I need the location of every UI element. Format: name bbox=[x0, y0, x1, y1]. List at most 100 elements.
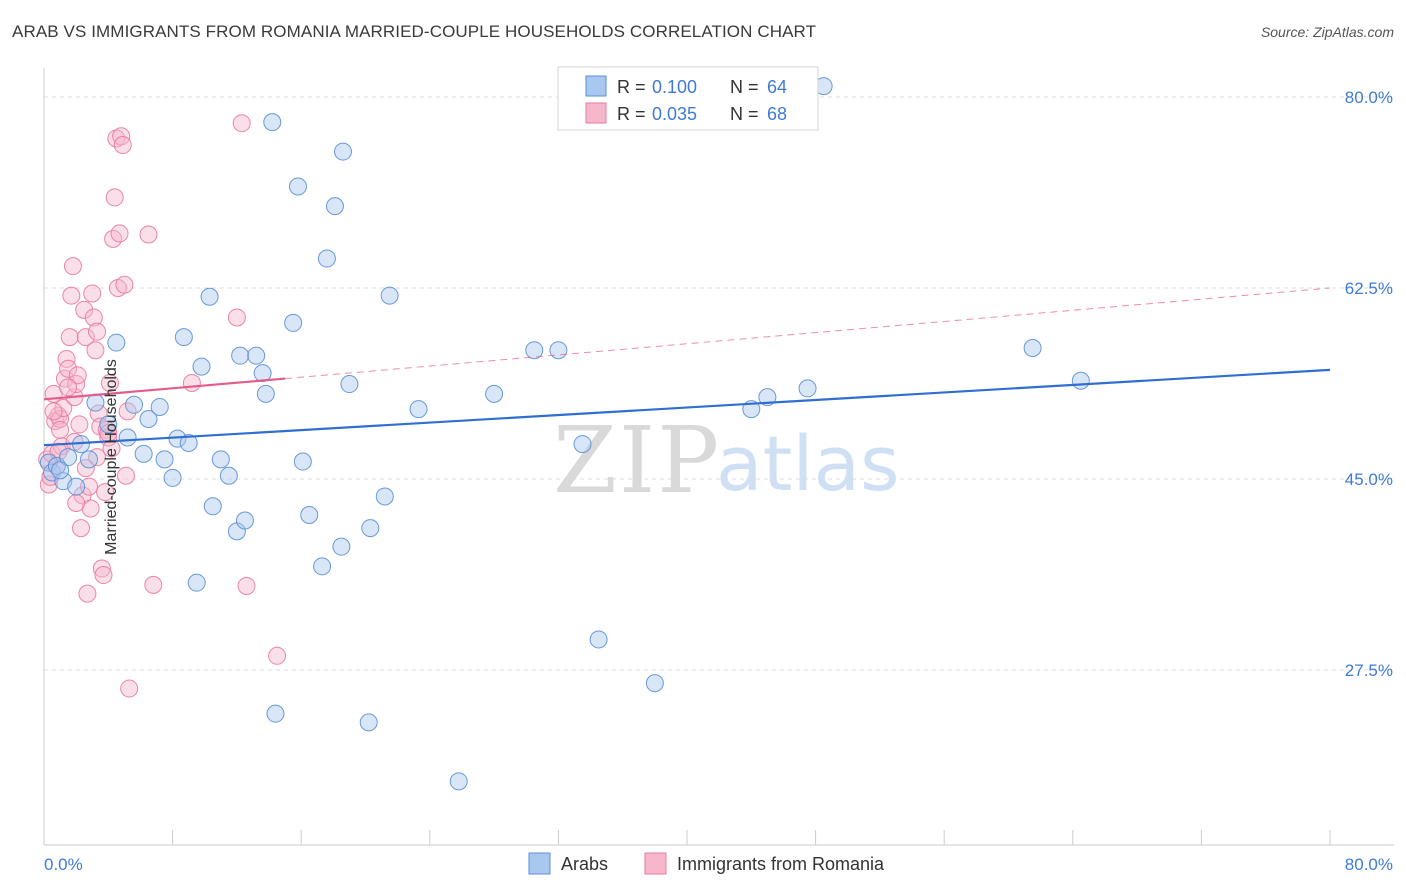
point-romania bbox=[62, 286, 81, 305]
point-romania bbox=[86, 341, 105, 360]
watermark-atlas: atlas bbox=[716, 419, 900, 508]
point-romania bbox=[268, 646, 287, 665]
legend-n-value-romania: 68 bbox=[767, 104, 787, 124]
point-arab bbox=[256, 384, 275, 403]
y-axis-label: Married-couple Households bbox=[102, 359, 120, 555]
y-tick-label: 80.0% bbox=[1345, 88, 1393, 107]
point-romania bbox=[51, 409, 70, 428]
watermark-zip: ZIP bbox=[553, 407, 721, 514]
legend-swatch-arabs bbox=[585, 75, 607, 97]
point-romania bbox=[76, 328, 95, 347]
point-romania bbox=[102, 439, 121, 458]
point-romania bbox=[84, 308, 103, 327]
point-romania bbox=[51, 420, 70, 439]
point-arab bbox=[231, 346, 250, 365]
point-arab bbox=[573, 435, 592, 454]
point-arab bbox=[134, 444, 153, 463]
y-tick-label: 62.5% bbox=[1345, 279, 1393, 298]
legend-n-label-romania: N = bbox=[730, 104, 759, 124]
bottom-legend-romania: Immigrants from Romania bbox=[677, 854, 885, 874]
point-arab bbox=[758, 388, 777, 407]
legend-r-value-arabs: 0.100 bbox=[652, 77, 697, 97]
x-tick-label-right: 80.0% bbox=[1345, 855, 1393, 874]
trend-lines bbox=[43, 287, 1331, 447]
point-arab bbox=[359, 713, 378, 732]
point-arab bbox=[253, 364, 272, 383]
y-tick-label: 27.5% bbox=[1345, 661, 1393, 680]
point-arab bbox=[99, 415, 118, 434]
trend-line-arabs bbox=[43, 368, 1331, 447]
legend-n-value-arabs: 64 bbox=[767, 77, 787, 97]
stats-legend: R = 0.100 N = 64 R = 0.035 N = 68 bbox=[557, 66, 819, 131]
point-romania bbox=[68, 366, 87, 385]
point-romania bbox=[182, 373, 201, 392]
point-romania bbox=[107, 129, 126, 148]
legend-n-label-arabs: N = bbox=[730, 77, 759, 97]
point-romania bbox=[94, 566, 113, 585]
point-romania bbox=[113, 136, 132, 155]
series-arabs bbox=[39, 77, 1090, 791]
point-romania bbox=[67, 494, 86, 513]
point-arab bbox=[80, 450, 99, 469]
trend-line-romania bbox=[43, 377, 286, 401]
point-romania bbox=[105, 188, 124, 207]
source-credit: Source: ZipAtlas.com bbox=[1260, 24, 1394, 40]
point-romania bbox=[60, 328, 79, 347]
point-arab bbox=[645, 674, 664, 693]
point-romania bbox=[120, 679, 139, 698]
legend-r-label-arabs: R = bbox=[617, 77, 646, 97]
point-arab bbox=[380, 286, 399, 305]
bottom-swatch-arabs bbox=[528, 852, 551, 875]
point-romania bbox=[237, 576, 256, 595]
point-romania bbox=[118, 402, 137, 421]
point-arab bbox=[293, 452, 312, 471]
point-romania bbox=[75, 300, 94, 319]
point-arab bbox=[1071, 371, 1090, 390]
point-arab bbox=[179, 433, 198, 452]
legend-swatch-romania bbox=[585, 102, 607, 124]
point-arab bbox=[525, 341, 544, 360]
watermark: ZIP atlas bbox=[553, 407, 900, 514]
chart-title: ARAB VS IMMIGRANTS FROM ROMANIA MARRIED-… bbox=[12, 22, 817, 41]
point-arab bbox=[288, 177, 307, 196]
y-tick-label: 45.0% bbox=[1345, 470, 1393, 489]
point-romania bbox=[144, 575, 163, 594]
point-arab bbox=[192, 357, 211, 376]
point-arab bbox=[163, 468, 182, 487]
point-arab bbox=[86, 393, 105, 412]
point-romania bbox=[83, 284, 102, 303]
point-arab bbox=[409, 400, 428, 419]
bottom-swatch-romania bbox=[644, 852, 667, 875]
point-arab bbox=[187, 573, 206, 592]
point-romania bbox=[80, 477, 99, 496]
point-romania bbox=[39, 475, 58, 494]
point-arab bbox=[332, 537, 351, 556]
x-ticks bbox=[43, 830, 1331, 845]
point-arab bbox=[150, 397, 169, 416]
point-romania bbox=[92, 559, 111, 578]
point-arab bbox=[325, 197, 344, 216]
point-arab bbox=[219, 466, 238, 485]
point-romania bbox=[63, 257, 82, 276]
point-romania bbox=[71, 519, 90, 538]
point-arab bbox=[155, 450, 174, 469]
point-romania bbox=[54, 399, 73, 418]
point-arab bbox=[284, 313, 303, 332]
point-arab bbox=[333, 142, 352, 161]
legend-r-label-romania: R = bbox=[617, 104, 646, 124]
x-tick-label-left: 0.0% bbox=[44, 855, 83, 874]
point-arab bbox=[174, 328, 193, 347]
point-arab bbox=[340, 375, 359, 394]
point-arab bbox=[313, 557, 332, 576]
point-arab bbox=[247, 346, 266, 365]
point-arab bbox=[107, 333, 126, 352]
point-romania bbox=[59, 359, 78, 378]
point-arab bbox=[211, 450, 230, 469]
point-romania bbox=[44, 402, 63, 421]
point-arab bbox=[203, 497, 222, 516]
point-romania bbox=[110, 224, 129, 243]
point-arab bbox=[1023, 339, 1042, 358]
point-arab bbox=[798, 379, 817, 398]
point-arab bbox=[549, 341, 568, 360]
